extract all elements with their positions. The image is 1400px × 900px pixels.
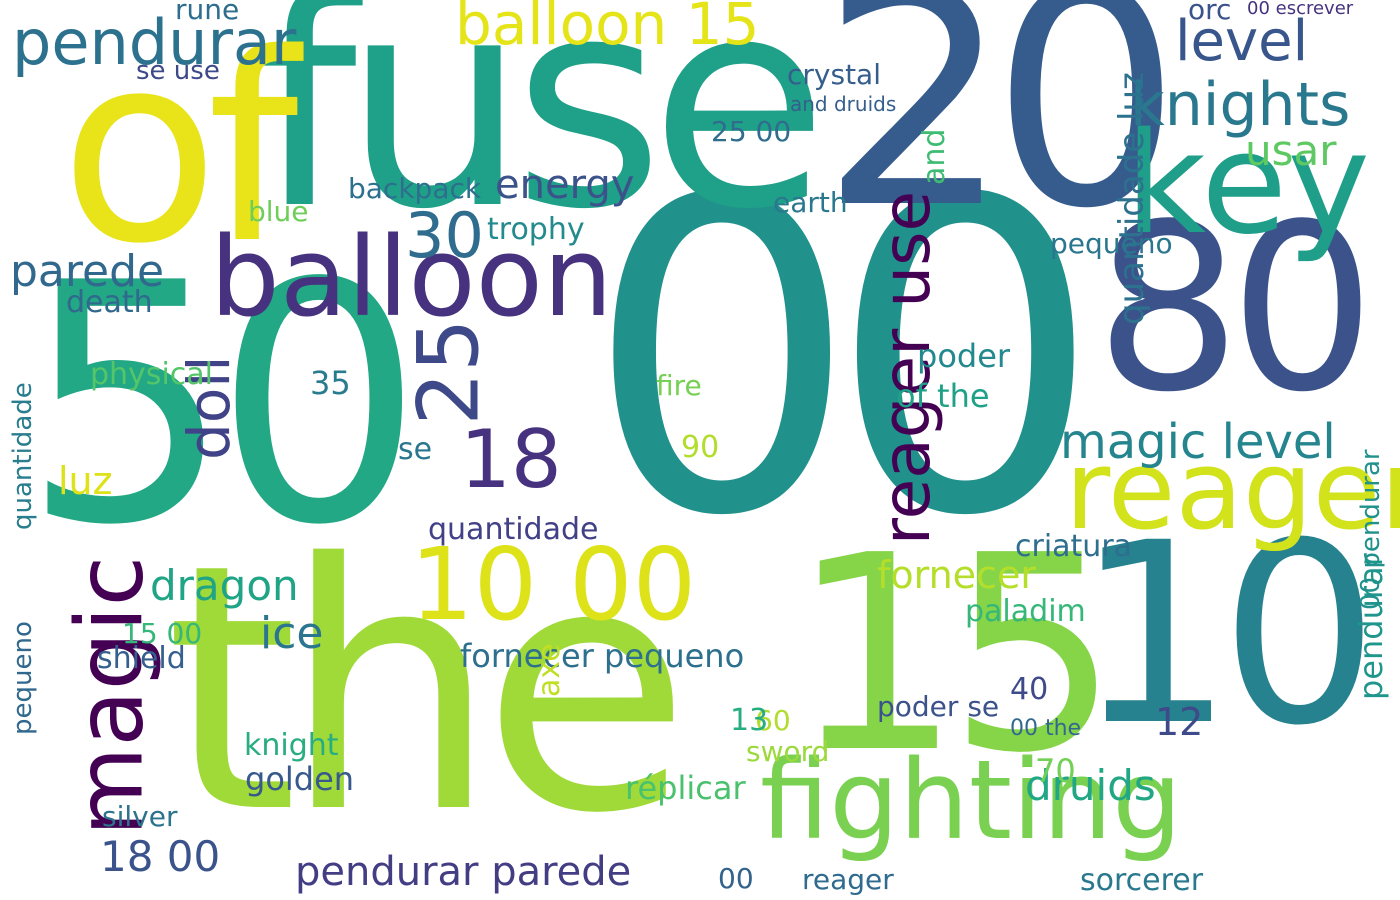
word-level: level	[1175, 9, 1309, 74]
word-90: 90	[681, 430, 720, 465]
word-fuse: fuse	[255, 0, 828, 273]
word-00-pendurar: 00 pendurar	[1356, 449, 1386, 610]
word-knight: knight	[244, 728, 339, 763]
word-balloon: balloon	[210, 213, 613, 341]
word-40: 40	[1010, 672, 1049, 707]
word-18-00: 18 00	[100, 832, 221, 881]
word-magic: magic	[56, 555, 164, 837]
word-sorcerer: sorcerer	[1080, 863, 1204, 898]
word-luz: luz	[58, 459, 113, 503]
word-18: 18	[460, 413, 562, 506]
word-physical: physical	[90, 357, 213, 392]
word-quantidade-luz: quantidade luz	[1112, 72, 1152, 325]
word-and-druids: and druids	[790, 92, 897, 116]
word-quantidade-2: quantidade	[8, 382, 38, 530]
word-00: 00	[585, 110, 1102, 610]
word-poder: poder	[917, 337, 1011, 375]
word-70: 70	[1035, 752, 1076, 790]
word-50: 50	[22, 213, 424, 597]
word-sword: sword	[746, 735, 830, 768]
word-reager: reager	[1065, 426, 1400, 554]
word-backpack: backpack	[348, 172, 482, 205]
word-fire: fire	[656, 369, 702, 402]
word-key: key	[1125, 103, 1371, 266]
word-usar: usar	[1245, 126, 1337, 175]
word-pequeno: pequeno	[1050, 227, 1173, 260]
word-reager-2: reager	[802, 863, 894, 896]
word-ice: ice	[260, 608, 324, 659]
word-magic-level: magic level	[1060, 414, 1336, 470]
word-00-the: 00 the	[1010, 716, 1082, 741]
word-25: 25	[399, 318, 498, 426]
word-golden: golden	[245, 760, 355, 798]
word-60: 60	[755, 704, 791, 737]
word-00-b: 00	[718, 862, 754, 895]
word-15: 15	[790, 497, 1120, 812]
word-rune: rune	[175, 0, 240, 26]
word-quantidade-3: quantidade	[430, 515, 436, 516]
word-20: 20	[820, 0, 1182, 274]
word-fornecer: fornecer	[877, 553, 1036, 597]
word-crystal: crystal	[787, 58, 881, 91]
word-of-the: of the	[896, 377, 990, 415]
word-criatura: criatura	[1015, 529, 1133, 564]
word-axe: axe	[532, 643, 567, 697]
word-replicar: réplicar	[625, 769, 746, 807]
word-fighting: fighting	[760, 736, 1183, 864]
word-se: se	[398, 432, 433, 467]
word-knights: knights	[1130, 70, 1351, 140]
word-fornecer-pequeno: fornecer pequeno	[460, 637, 745, 675]
word-se-use: se use	[136, 56, 220, 86]
word-10-00: 10 00	[410, 526, 697, 643]
word-energy: energy	[495, 162, 635, 208]
word-pendurar: pendurar	[12, 6, 297, 79]
word-35: 35	[310, 364, 351, 402]
word-of: of	[60, 0, 299, 301]
word-trophy: trophy	[487, 212, 585, 247]
word-30: 30	[405, 199, 484, 272]
word-the: the	[165, 492, 691, 888]
word-pendurar-parede: pendurar parede	[295, 849, 632, 895]
word-dragon: dragon	[150, 561, 299, 610]
word-blue: blue	[248, 195, 309, 228]
word-orc: orc	[1188, 0, 1232, 26]
word-death: death	[66, 285, 153, 320]
word-parede: parede	[10, 246, 165, 297]
word-druids: druids	[1025, 761, 1156, 810]
word-13: 13	[730, 703, 769, 738]
word-25-00: 25 00	[711, 115, 792, 148]
word-silver: silver	[102, 800, 178, 833]
word-paladim: paladim	[965, 594, 1086, 629]
word-poder-se: poder se	[877, 690, 1000, 723]
word-pequeno-v: pequeno	[8, 621, 38, 735]
word-10: 10	[1075, 489, 1379, 780]
word-quantidade: quantidade	[428, 512, 599, 547]
word-80: 80	[1095, 176, 1376, 443]
word-00-escrever: 00 escrever	[1247, 0, 1354, 19]
word-balloon-15: balloon 15	[455, 0, 760, 58]
word-and: and	[917, 128, 952, 185]
word-15-00: 15 00	[122, 617, 203, 650]
word-12: 12	[1155, 700, 1204, 744]
word-earth: earth	[773, 186, 848, 219]
word-shield: shield	[97, 641, 186, 676]
